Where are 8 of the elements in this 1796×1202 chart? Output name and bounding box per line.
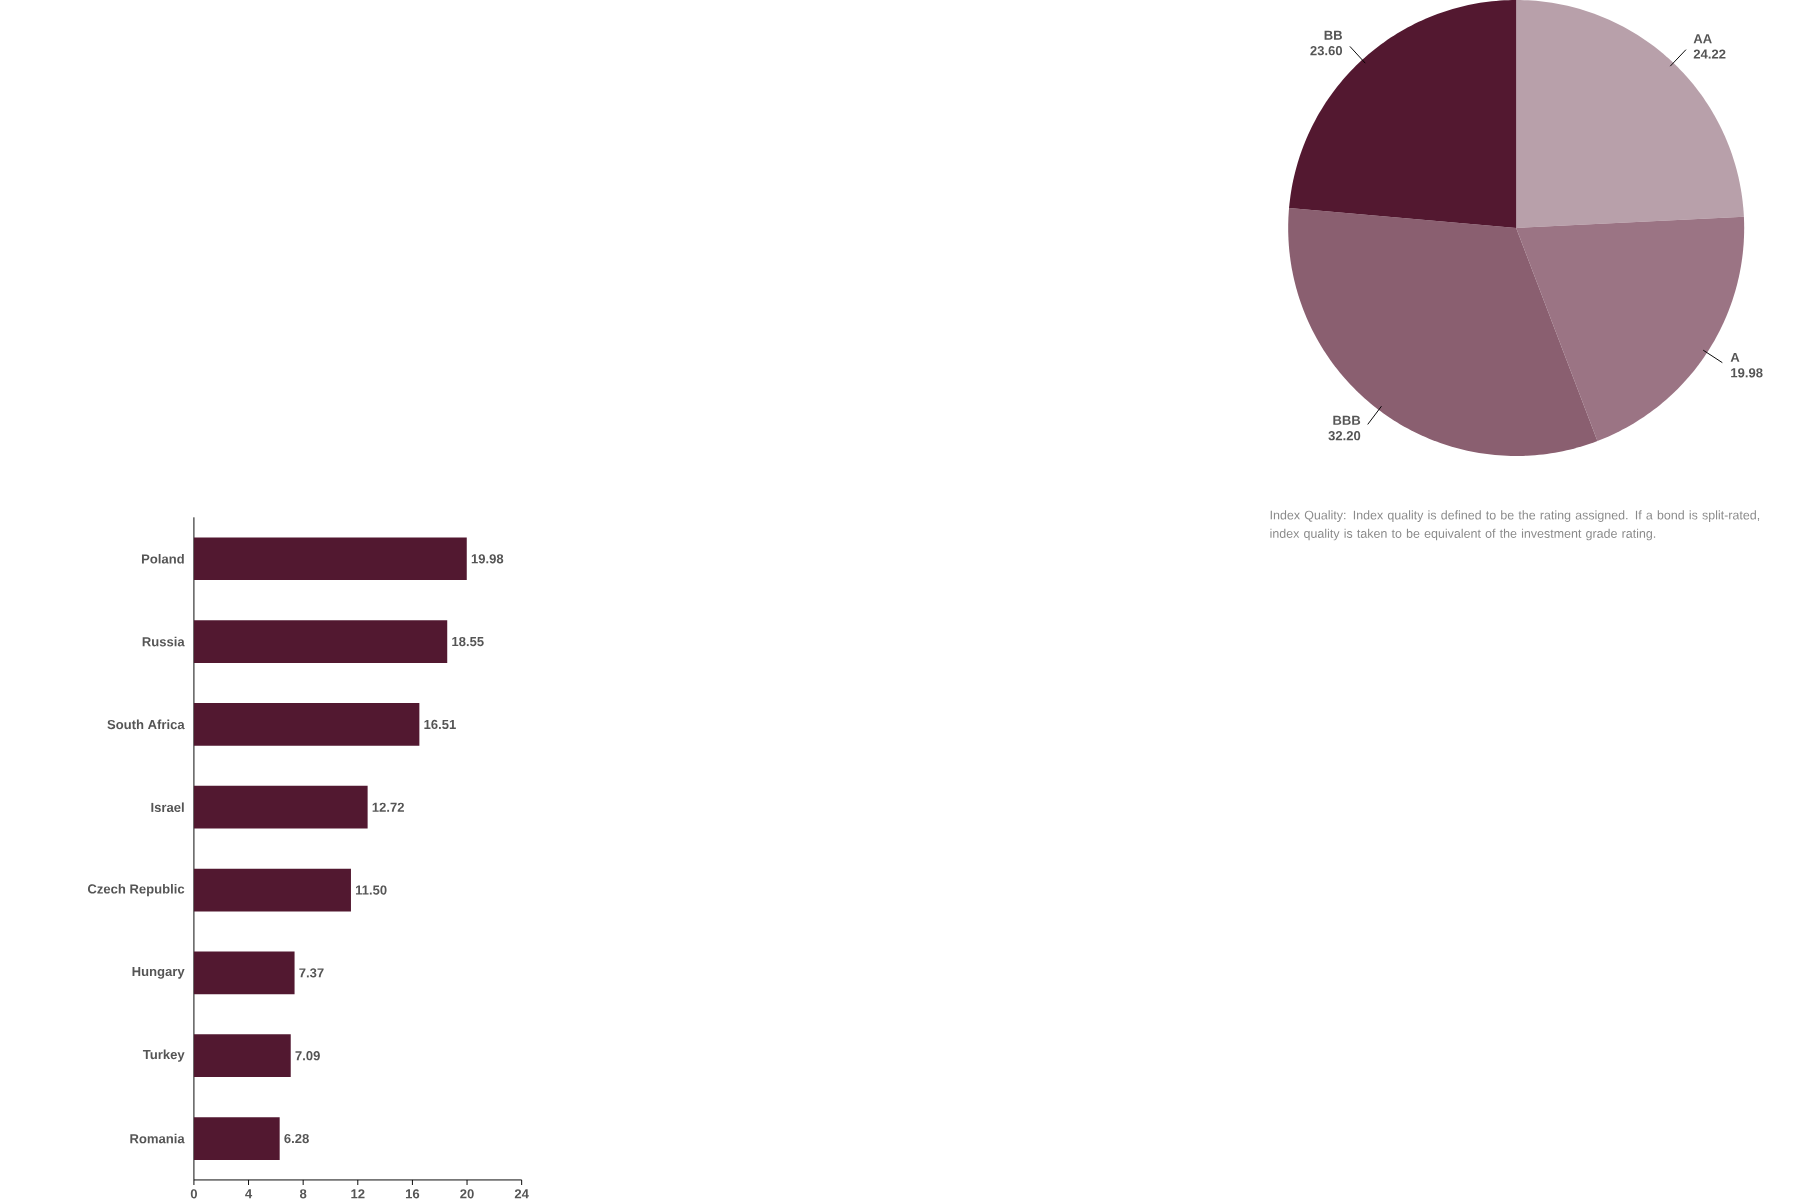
bar	[193, 951, 295, 995]
bar	[193, 702, 420, 746]
bar	[193, 1116, 280, 1160]
bar	[193, 1034, 291, 1077]
bar	[193, 620, 448, 663]
bar	[193, 785, 368, 829]
bar	[193, 537, 467, 580]
bar	[193, 868, 351, 912]
